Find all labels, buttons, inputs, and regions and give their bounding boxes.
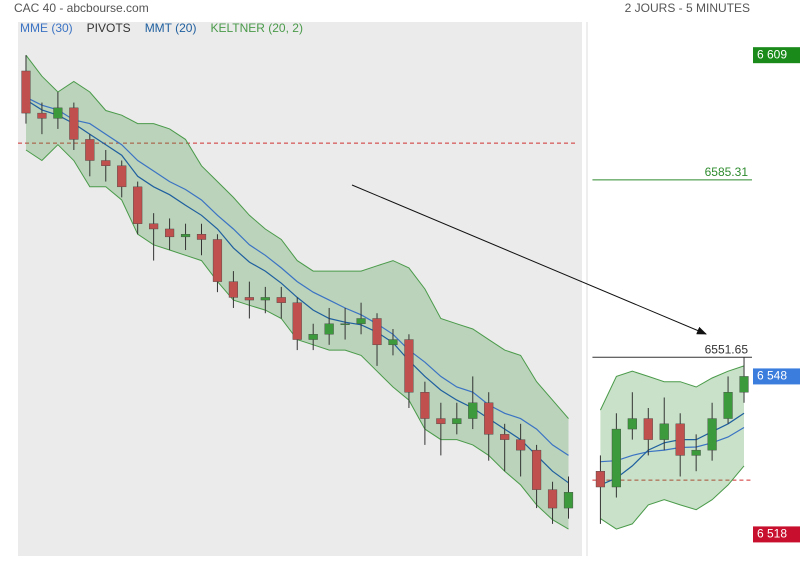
price-tag — [753, 47, 800, 64]
candle-body — [228, 281, 239, 298]
candle-body — [643, 418, 653, 440]
candle-body — [101, 160, 111, 166]
candle-body — [164, 228, 175, 238]
candle-body — [340, 323, 350, 325]
candle-body — [739, 376, 749, 393]
candle-body — [69, 107, 79, 140]
level-label: 6585.31 — [705, 165, 749, 179]
candle-body — [500, 434, 510, 440]
candle-body — [21, 70, 31, 114]
candle-body — [627, 418, 637, 430]
candle-body — [276, 297, 286, 303]
keltner-fill — [26, 55, 569, 530]
candle-body — [292, 302, 302, 340]
keltner-fill — [600, 365, 744, 530]
candle-body — [180, 234, 191, 238]
candle-body — [212, 239, 223, 282]
trend-arrow — [351, 184, 707, 335]
candle-body — [388, 339, 398, 346]
price-tag-label: 6 518 — [757, 527, 787, 541]
candle-body — [308, 334, 318, 340]
legend-entry: MME (30) — [20, 21, 73, 35]
legend-entry: KELTNER (20, 2) — [210, 21, 302, 35]
candle-body — [53, 107, 63, 119]
candle-body — [659, 423, 669, 440]
price-tag-label: 6 548 — [757, 369, 787, 383]
candle-body — [723, 392, 733, 419]
candle-body — [117, 165, 127, 188]
candle-body — [37, 112, 47, 119]
candle-body — [372, 318, 382, 346]
candle-body — [149, 223, 159, 230]
candle-body — [196, 234, 207, 240]
chart-title: CAC 40 - abcbourse.com — [14, 1, 149, 15]
candle-body — [244, 297, 254, 301]
moving-average — [25, 96, 745, 463]
candle-body — [611, 428, 621, 488]
candle-body — [468, 402, 478, 419]
axes: 6 609 6 548 6 518 MME (30) PIVOTS MMT (20) KEL… — [20, 21, 800, 543]
level-label: 6551.65 — [705, 342, 749, 356]
price-tag — [753, 526, 800, 543]
chart-subtitle: 2 JOURS - 5 MINUTES — [625, 1, 750, 15]
candle-body — [420, 392, 430, 419]
price-tag-label: 6 609 — [757, 47, 787, 61]
session-shade — [18, 22, 582, 556]
price-tag — [753, 368, 800, 385]
legend-entry: PIVOTS — [87, 21, 131, 35]
candle-body — [404, 339, 414, 393]
candle-body — [595, 471, 606, 488]
candle-body — [356, 318, 366, 324]
candle-body — [675, 423, 685, 456]
keltner-upper — [25, 54, 745, 419]
candle-body — [563, 492, 574, 509]
candle-body — [531, 449, 542, 490]
plot: 6585.31 6551.65 — [18, 54, 752, 530]
moving-average — [25, 99, 745, 486]
candle-body — [324, 323, 334, 335]
candle-body — [484, 402, 494, 435]
candle-body — [547, 489, 558, 509]
candle-body — [260, 297, 270, 301]
candle-body — [516, 439, 526, 451]
candle-body — [452, 418, 462, 425]
candle-body — [436, 418, 446, 425]
candle-body — [85, 139, 95, 161]
candle-body — [133, 186, 143, 224]
candle-body — [691, 449, 701, 456]
legend-entry: MMT (20) — [145, 21, 197, 35]
candle-body — [707, 418, 717, 451]
